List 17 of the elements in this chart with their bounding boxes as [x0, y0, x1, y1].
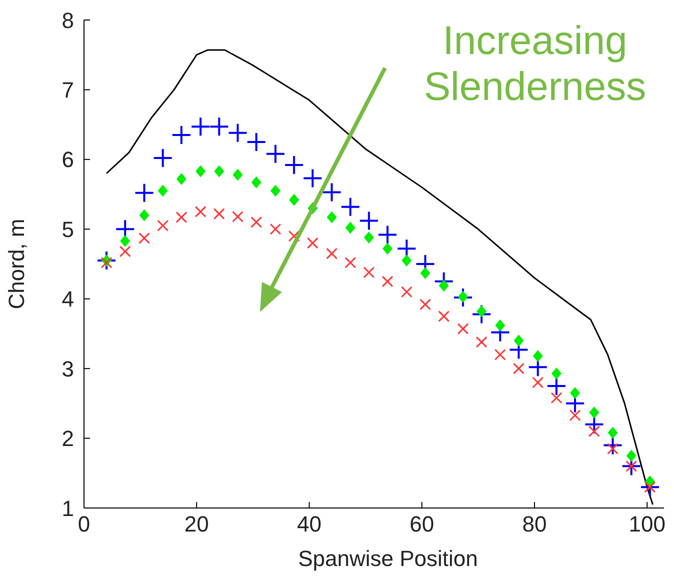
y-tick-label: 8: [62, 8, 74, 33]
y-tick-label: 3: [62, 356, 74, 382]
y-axis-title: Chord, m: [4, 218, 29, 310]
y-tick-label: 7: [62, 78, 74, 103]
y-tick-label: 4: [62, 286, 74, 312]
y-tick-label: 2: [62, 426, 74, 452]
x-tick-label: 40: [297, 512, 322, 537]
x-axis-title: Spanwise Position: [297, 546, 479, 572]
x-tick-label: 0: [78, 512, 90, 537]
annotation: Increasing Slenderness: [422, 18, 648, 110]
x-tick-label: 80: [522, 512, 547, 537]
y-tick-label: 5: [62, 216, 74, 242]
x-tick-label: 60: [410, 512, 434, 537]
x-tick-label: 100: [628, 512, 666, 537]
y-tick-label: 1: [62, 496, 74, 521]
x-tick-label: 20: [184, 512, 209, 537]
y-tick-label: 6: [62, 147, 74, 172]
